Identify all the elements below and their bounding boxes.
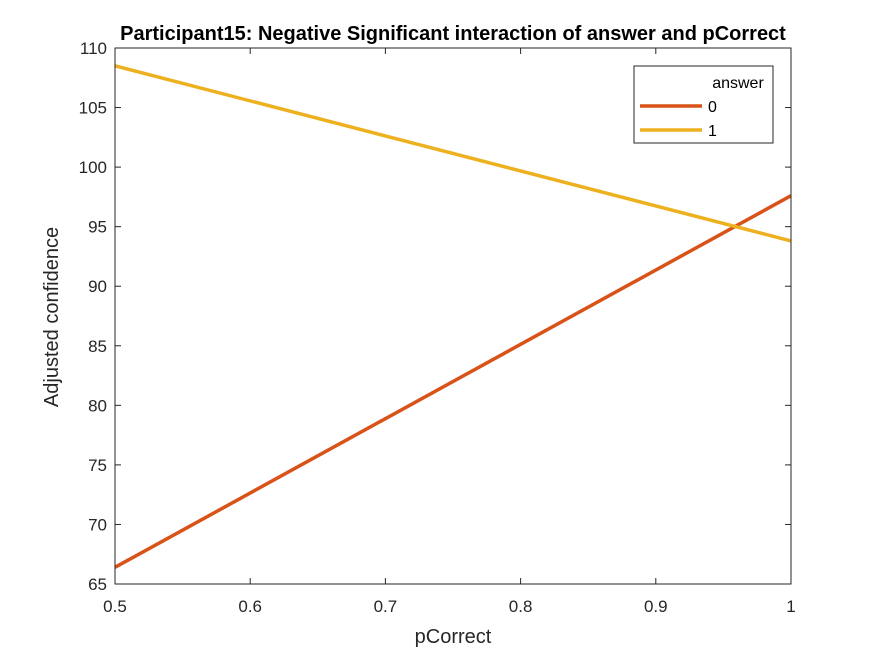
x-tick-label: 0.8 — [509, 597, 533, 616]
y-tick-label: 95 — [88, 218, 107, 237]
series-line-1 — [114, 64, 792, 243]
y-tick-label: 85 — [88, 337, 107, 356]
legend-label-1: 1 — [708, 123, 717, 140]
series-line-0 — [114, 194, 792, 569]
y-tick-label: 105 — [79, 99, 107, 118]
axes-box — [114, 47, 792, 585]
y-axis-label: Adjusted confidence — [41, 227, 63, 407]
x-tick-label: 0.9 — [644, 597, 668, 616]
x-tick-label: 1 — [786, 597, 795, 616]
legend-label-0: 0 — [708, 99, 717, 116]
y-tick-label: 90 — [88, 277, 107, 296]
y-tick-label: 100 — [79, 158, 107, 177]
y-tick-label: 80 — [88, 396, 107, 415]
legend-items: 01 — [640, 99, 717, 140]
series-lines — [114, 64, 792, 569]
x-tick-label: 0.7 — [374, 597, 398, 616]
chart-title: Participant15: Negative Significant inte… — [120, 23, 786, 45]
x-axis-label: pCorrect — [415, 626, 492, 648]
x-tick-label: 0.6 — [238, 597, 262, 616]
x-tick-label: 0.5 — [103, 597, 127, 616]
legend-title: answer — [712, 75, 764, 92]
y-tick-label: 75 — [88, 456, 107, 475]
y-tick-label: 65 — [88, 575, 107, 594]
y-tick-label: 70 — [88, 515, 107, 534]
tick-labels: 0.5 0.6 0.7 0.8 0.9 1 65 70 75 80 85 90 95 100 105 110 — [79, 39, 796, 616]
legend: answer 01 — [633, 65, 774, 144]
y-tick-label: 110 — [80, 39, 107, 58]
